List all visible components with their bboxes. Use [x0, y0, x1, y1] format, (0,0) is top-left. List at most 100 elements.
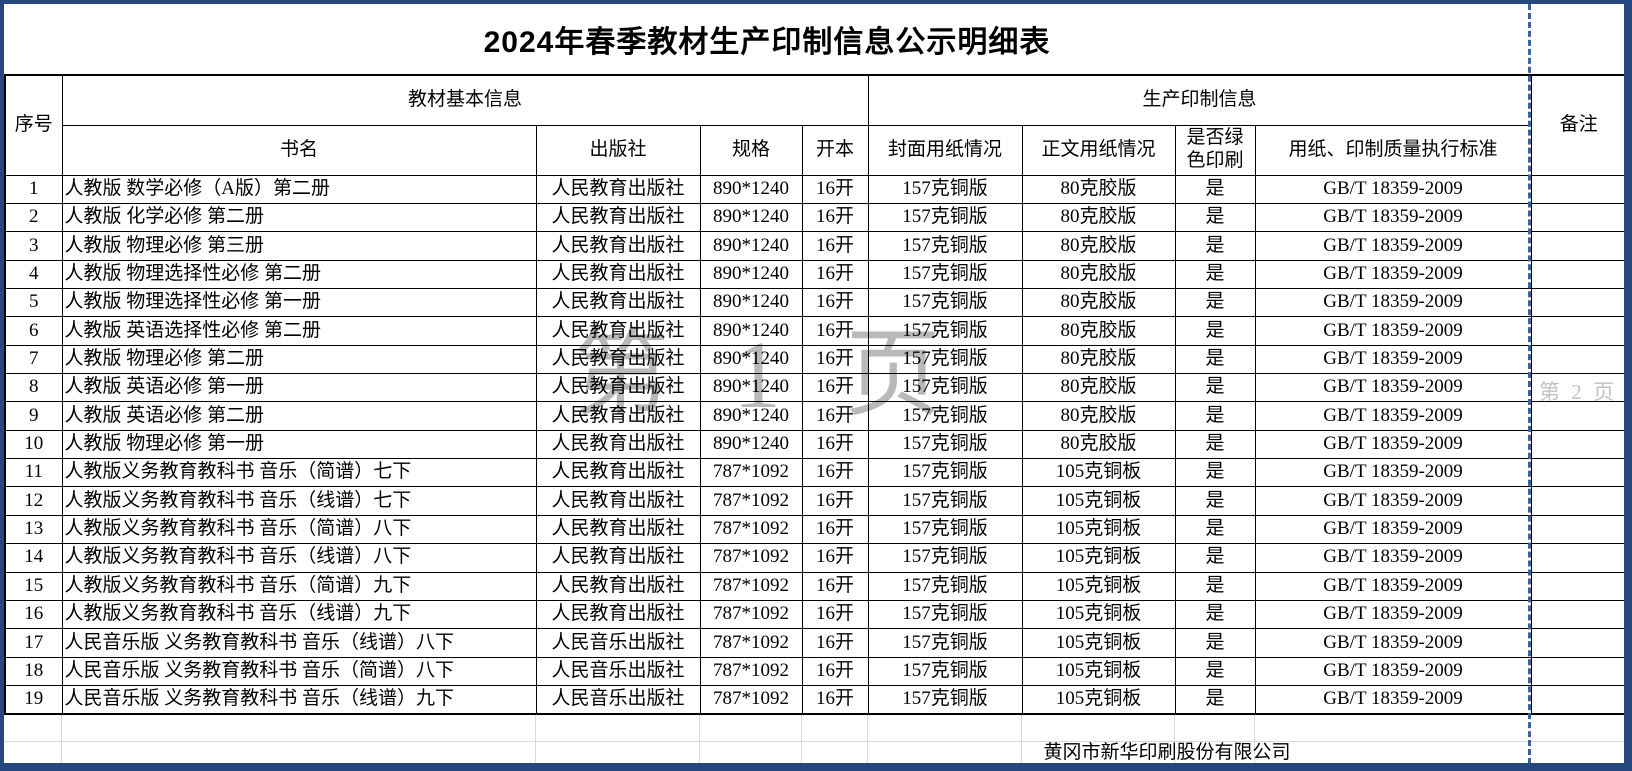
cell-body-paper[interactable]: 105克铜板 [1021, 684, 1176, 715]
cell-body-paper[interactable]: 80克胶版 [1021, 287, 1176, 318]
cell-green-print[interactable]: 是 [1174, 287, 1256, 318]
cell-book-name[interactable]: 人教版 物理必修 第三册 [61, 231, 537, 261]
cell-format[interactable]: 16开 [801, 174, 869, 204]
cell-cover-paper[interactable]: 157克铜版 [867, 344, 1023, 375]
cell-remark[interactable] [1530, 684, 1628, 715]
cell-green-print[interactable]: 是 [1174, 486, 1256, 516]
cell-green-print[interactable]: 是 [1174, 514, 1256, 545]
cell-book-name[interactable]: 人教版义务教育教科书 音乐（简谱）八下 [61, 514, 537, 545]
header-publisher[interactable]: 出版社 [535, 124, 701, 176]
cell-format[interactable]: 16开 [801, 202, 869, 233]
cell-cover-paper[interactable]: 157克铜版 [867, 684, 1023, 715]
cell-format[interactable]: 16开 [801, 316, 869, 346]
cell-book-name[interactable]: 人教版 物理必修 第一册 [61, 429, 537, 460]
cell-publisher[interactable]: 人民教育出版社 [535, 599, 701, 630]
cell-body-paper[interactable]: 105克铜板 [1021, 543, 1176, 573]
cell-format[interactable]: 16开 [801, 231, 869, 261]
cell-standard[interactable]: GB/T 18359-2009 [1254, 628, 1532, 658]
cell-cover-paper[interactable]: 157克铜版 [867, 599, 1023, 630]
cell-seq[interactable]: 6 [4, 316, 63, 346]
cell-format[interactable]: 16开 [801, 429, 869, 460]
cell-body-paper[interactable]: 80克胶版 [1021, 429, 1176, 460]
cell-cover-paper[interactable]: 157克铜版 [867, 543, 1023, 573]
cell-body-paper[interactable]: 105克铜板 [1021, 571, 1176, 601]
cell-standard[interactable]: GB/T 18359-2009 [1254, 656, 1532, 686]
cell-spec[interactable]: 787*1092 [699, 543, 803, 573]
header-quality-standard[interactable]: 用纸、印制质量执行标准 [1254, 124, 1532, 176]
cell-body-paper[interactable]: 80克胶版 [1021, 202, 1176, 233]
cell-format[interactable]: 16开 [801, 628, 869, 658]
cell-body-paper[interactable]: 105克铜板 [1021, 458, 1176, 488]
cell-green-print[interactable]: 是 [1174, 259, 1256, 289]
cell-standard[interactable]: GB/T 18359-2009 [1254, 599, 1532, 630]
cell-cover-paper[interactable]: 157克铜版 [867, 202, 1023, 233]
cell-remark[interactable] [1530, 458, 1628, 488]
cell-cover-paper[interactable]: 157克铜版 [867, 174, 1023, 204]
cell-spec[interactable]: 890*1240 [699, 202, 803, 233]
cell-book-name[interactable]: 人教版 化学必修 第二册 [61, 202, 537, 233]
cell-format[interactable]: 16开 [801, 373, 869, 403]
cell-cover-paper[interactable]: 157克铜版 [867, 571, 1023, 601]
cell-spec[interactable]: 890*1240 [699, 401, 803, 431]
cell-book-name[interactable]: 人教版义务教育教科书 音乐（简谱）九下 [61, 571, 537, 601]
cell-green-print[interactable]: 是 [1174, 373, 1256, 403]
cell-spec[interactable]: 890*1240 [699, 429, 803, 460]
cell-format[interactable]: 16开 [801, 571, 869, 601]
cell-spec[interactable]: 890*1240 [699, 174, 803, 204]
cell-spec[interactable]: 787*1092 [699, 684, 803, 715]
cell-spec[interactable]: 890*1240 [699, 344, 803, 375]
cell-seq[interactable]: 16 [4, 599, 63, 630]
cell-publisher[interactable]: 人民音乐出版社 [535, 628, 701, 658]
cell-body-paper[interactable]: 105克铜板 [1021, 628, 1176, 658]
header-remark[interactable]: 备注 [1530, 74, 1628, 176]
cell-format[interactable]: 16开 [801, 259, 869, 289]
cell-standard[interactable]: GB/T 18359-2009 [1254, 429, 1532, 460]
cell-publisher[interactable]: 人民音乐出版社 [535, 684, 701, 715]
cell-seq[interactable]: 13 [4, 514, 63, 545]
cell-book-name[interactable]: 人教版义务教育教科书 音乐（简谱）七下 [61, 458, 537, 488]
cell-remark[interactable] [1530, 628, 1628, 658]
cell-green-print[interactable]: 是 [1174, 401, 1256, 431]
cell-cover-paper[interactable]: 157克铜版 [867, 628, 1023, 658]
cell-remark[interactable] [1530, 231, 1628, 261]
cell-remark[interactable] [1530, 429, 1628, 460]
cell-seq[interactable]: 1 [4, 174, 63, 204]
header-body-paper[interactable]: 正文用纸情况 [1021, 124, 1176, 176]
cell-publisher[interactable]: 人民教育出版社 [535, 316, 701, 346]
cell-green-print[interactable]: 是 [1174, 543, 1256, 573]
cell-standard[interactable]: GB/T 18359-2009 [1254, 486, 1532, 516]
cell-green-print[interactable]: 是 [1174, 316, 1256, 346]
header-spec[interactable]: 规格 [699, 124, 803, 176]
cell-spec[interactable]: 787*1092 [699, 628, 803, 658]
cell-green-print[interactable]: 是 [1174, 628, 1256, 658]
cell-book-name[interactable]: 人教版 数学必修（A版）第二册 [61, 174, 537, 204]
cell-format[interactable]: 16开 [801, 486, 869, 516]
cell-cover-paper[interactable]: 157克铜版 [867, 259, 1023, 289]
cell-remark[interactable] [1530, 401, 1628, 431]
cell-spec[interactable]: 787*1092 [699, 514, 803, 545]
cell-body-paper[interactable]: 105克铜板 [1021, 514, 1176, 545]
cell-format[interactable]: 16开 [801, 514, 869, 545]
cell-green-print[interactable]: 是 [1174, 174, 1256, 204]
cell-body-paper[interactable]: 80克胶版 [1021, 373, 1176, 403]
header-format[interactable]: 开本 [801, 124, 869, 176]
cell-seq[interactable]: 12 [4, 486, 63, 516]
cell-standard[interactable]: GB/T 18359-2009 [1254, 543, 1532, 573]
cell-book-name[interactable]: 人教版 物理选择性必修 第二册 [61, 259, 537, 289]
cell-remark[interactable] [1530, 174, 1628, 204]
cell-publisher[interactable]: 人民教育出版社 [535, 401, 701, 431]
cell-cover-paper[interactable]: 157克铜版 [867, 316, 1023, 346]
cell-remark[interactable] [1530, 571, 1628, 601]
cell-seq[interactable]: 2 [4, 202, 63, 233]
cell-publisher[interactable]: 人民音乐出版社 [535, 656, 701, 686]
cell-book-name[interactable]: 人教版 英语必修 第一册 [61, 373, 537, 403]
cell-publisher[interactable]: 人民教育出版社 [535, 231, 701, 261]
cell-publisher[interactable]: 人民教育出版社 [535, 202, 701, 233]
cell-cover-paper[interactable]: 157克铜版 [867, 401, 1023, 431]
cell-book-name[interactable]: 人民音乐版 义务教育教科书 音乐（线谱）八下 [61, 628, 537, 658]
cell-remark[interactable] [1530, 599, 1628, 630]
cell-seq[interactable]: 19 [4, 684, 63, 715]
cell-remark[interactable] [1530, 344, 1628, 375]
cell-book-name[interactable]: 人教版义务教育教科书 音乐（线谱）七下 [61, 486, 537, 516]
cell-green-print[interactable]: 是 [1174, 684, 1256, 715]
